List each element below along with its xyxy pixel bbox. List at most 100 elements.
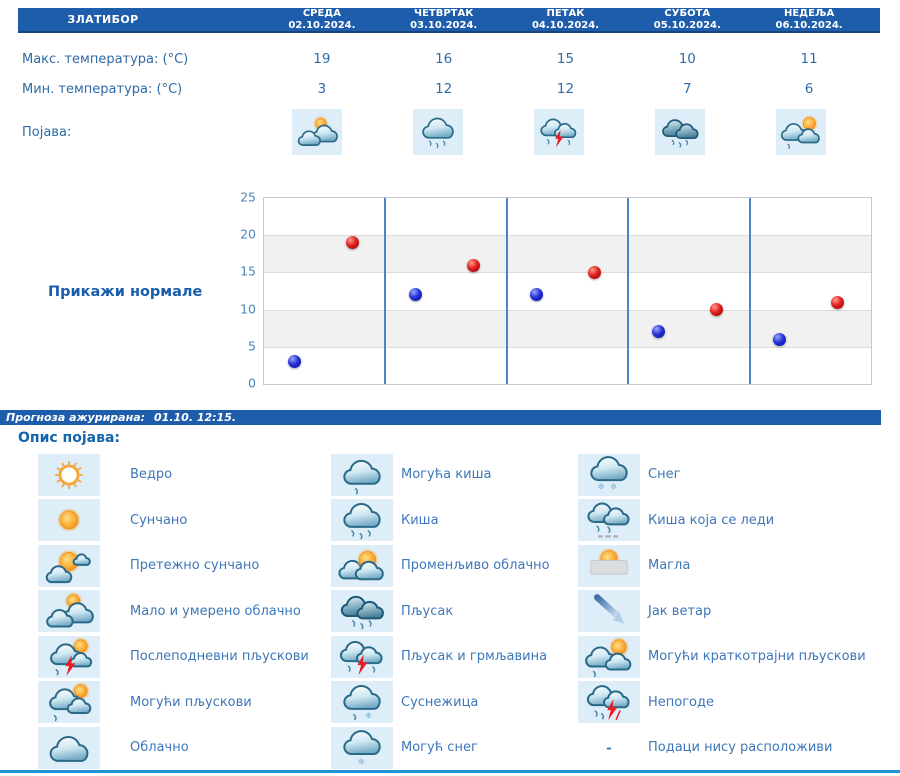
legend-icon-promenljivo-oblacno [331,544,393,587]
legend-item: Променљиво облачно [331,543,550,589]
min-temp-point [773,332,787,346]
max-temp-label: Макс. температура: (°C) [22,51,189,67]
day-date: 06.10.2024. [775,19,843,31]
legend-column: Ведро Сунчано Претежно сунчано Мало и умере… [38,452,309,771]
min-temp-value: 12 [435,81,453,97]
day-date: 02.10.2024. [288,19,356,31]
max-temp-row: Макс. температура: (°C) 19 16 15 10 11 [18,48,880,70]
day-date: 05.10.2024. [653,19,721,31]
weather-icon-kisa [412,109,463,155]
forecast-updated-time: 01.10. 12:15. [154,411,237,424]
phenomenon-icons [256,106,862,158]
day-header: ПЕТАК 04.10.2024. [505,8,627,31]
legend-item: Киша која се леди [578,498,866,544]
chart-ytick: 25 [240,189,256,205]
legend-icon-magla [578,544,640,587]
chart-gridline [264,346,871,348]
show-normals-link[interactable]: Прикажи нормале [48,284,203,300]
day-name: СРЕДА [302,7,341,19]
forecast-updated-bar: Прогноза ажурирана: 01.10. 12:15. [0,410,881,425]
legend-icon-jak-vetar [578,590,640,633]
day-name: НЕДЕЉА [783,7,835,19]
legend-icon-pljusak-i-grmljavina [331,635,393,678]
day-date: 03.10.2024. [410,19,478,31]
chart-band [264,235,871,273]
min-temp-point [530,288,544,302]
legend-item-label: Облачно [130,740,189,756]
legend-item: Претежно сунчано [38,543,309,589]
max-temp-value: 10 [678,51,696,67]
legend-item: Мало и умерено облачно [38,589,309,635]
weather-icon-moguci-kratkotrajni-pljuskovi [776,109,827,155]
min-temp-value: 3 [317,81,327,97]
legend-icon-kisa-koja-se-ledi [578,499,640,542]
legend-icon-pretezno-suncano [38,544,100,587]
legend-item-label: Ведро [130,467,173,483]
legend-item-label: Пљусак и грмљавина [401,649,548,665]
phenomenon-row: Појава: [18,106,880,158]
legend-item: Непогоде [578,680,866,726]
legend-icon-moguc-sneg: ❄ [331,726,393,769]
legend-icon-kisa [331,499,393,542]
legend-icon-sneg: ❄ ❄ [578,453,640,496]
legend-item-label: Послеподневни пљускови [130,649,309,665]
legend-item-label: Могућ снег [401,740,478,756]
legend-item-label: Јак ветар [648,603,712,619]
max-temp-values: 19 16 15 10 11 [261,48,870,70]
legend-column: ❄ ❄ Снег Киша која се леди Магла Јак ветар Мог… [578,452,866,771]
day-header: НЕДЕЉА 06.10.2024. [748,8,870,31]
legend-item-label: Могући пљускови [130,694,252,710]
chart-gridline [264,235,871,237]
min-temp-values: 3 12 12 7 6 [261,78,870,100]
day-name: ПЕТАК [546,7,585,19]
legend-item-label: Претежно сунчано [130,558,260,574]
max-temp-value: 11 [800,51,818,67]
legend-item: - Подаци нису расположиви [578,725,866,771]
weather-icon-pljusak [655,109,706,155]
legend-item: Сунчано [38,498,309,544]
chart-ytick: 15 [240,263,256,279]
legend-item: Ведро [38,452,309,498]
min-temp-value: 12 [556,81,575,97]
svg-text:❄: ❄ [597,482,604,492]
phenomenon-cell [256,106,377,158]
day-header: СРЕДА 02.10.2024. [261,8,383,31]
legend-icon-oblacno [38,726,100,769]
min-temp-row: Мин. температура: (°C) 3 12 12 7 6 [18,78,880,100]
max-temp-point [466,258,480,272]
max-temp-value: 15 [556,51,575,67]
temperature-chart [263,197,872,385]
legend-item: Киша [331,498,550,544]
legend-item-label: Могући краткотрајни пљускови [648,649,866,665]
day-header: ЧЕТВРТАК 03.10.2024. [383,8,505,31]
legend-item-label: Променљиво облачно [401,558,550,574]
chart-gridline [264,272,871,274]
legend-item: Могући краткотрајни пљускови [578,634,866,680]
min-temp-point [651,325,665,339]
chart-day-separator [627,198,630,384]
legend-item: Послеподневни пљускови [38,634,309,680]
legend-icon-suncano [38,499,100,542]
legend-icon-moguci-kratkotrajni-pljuskovi [578,635,640,678]
svg-text:❄: ❄ [610,482,617,492]
legend-item: Пљусак [331,589,550,635]
bottom-divider [0,770,900,773]
legend-item: Могућа киша [331,452,550,498]
legend-title: Опис појава: [18,430,120,446]
legend-item-label: Сунчано [130,512,188,528]
chart-day-separator [505,198,508,384]
chart-ytick: 20 [240,226,256,242]
legend-item-label: Непогоде [648,694,714,710]
phenomenon-cell [620,106,741,158]
legend-item-label: Снег [648,467,681,483]
svg-text:❄: ❄ [357,757,364,767]
day-date: 04.10.2024. [531,19,600,31]
phenomenon-cell [377,106,498,158]
legend-item-label: Могућа киша [401,467,492,483]
chart-day-separator [748,198,751,384]
phenomenon-cell [498,106,619,158]
weather-icon-malo-umereno-oblacno [291,109,342,155]
day-name: СУБОТА [664,7,711,19]
chart-ytick: 10 [240,301,256,317]
